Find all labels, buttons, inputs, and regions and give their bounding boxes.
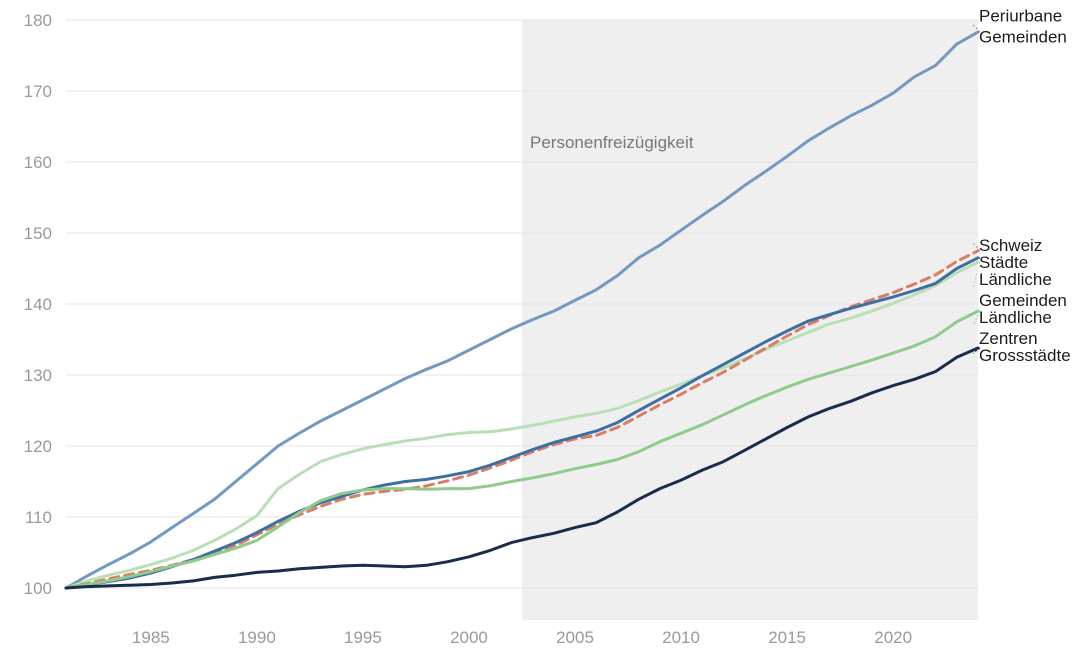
- y-tick-label: 120: [24, 437, 52, 456]
- y-tick-label: 160: [24, 153, 52, 172]
- series-label-periurbane-gemeinden: Periurbane Gemeinden: [979, 7, 1067, 47]
- label-connector-schweiz: [972, 242, 981, 252]
- gridlines: [66, 19, 978, 589]
- x-tick-label: 1990: [238, 628, 276, 647]
- series-label-laendliche-gemeinden: Ländliche Gemeinden: [979, 270, 1067, 310]
- x-tick-label: 2015: [768, 628, 806, 647]
- y-tick-label: 180: [24, 11, 52, 30]
- label-connector-laendliche-gemeinden: [972, 261, 981, 288]
- series-line-laendliche-gemeinden: [64, 260, 980, 590]
- series-line-periurbane-gemeinden: [64, 30, 980, 590]
- series-label-schweiz: Schweiz: [979, 236, 1042, 255]
- series-label-grossstaedte: Grossstädte: [979, 346, 1071, 365]
- x-tick-label: 1985: [132, 628, 170, 647]
- label-connector-staedte: [972, 257, 981, 261]
- x-tick-label: 2020: [874, 628, 912, 647]
- x-tick-label: 1995: [344, 628, 382, 647]
- label-connector-grossstaedte: [972, 347, 981, 354]
- y-tick-label: 170: [24, 82, 52, 101]
- series-label-laendliche-zentren: Ländliche Zentren: [979, 308, 1052, 348]
- label-connector-periurbane-gemeinden: [972, 24, 981, 33]
- label-connector-laendliche-zentren: [972, 310, 981, 326]
- shaded-period-label: Personenfreizügigkeit: [530, 133, 694, 152]
- series-label-staedte: Städte: [979, 253, 1028, 272]
- y-tick-label: 150: [24, 224, 52, 243]
- x-tick-label: 2000: [450, 628, 488, 647]
- axes: 100 110 120 130 140 150 160 170 180 1985 1990 1995 2…: [24, 11, 912, 647]
- y-tick-label: 130: [24, 366, 52, 385]
- shaded-period-layer: Personenfreizügigkeit: [522, 20, 978, 620]
- series-labels: Periurbane GemeindenSchweizStädteLändlich…: [972, 7, 1071, 365]
- series-line-laendliche-zentren: [64, 309, 980, 590]
- x-tick-label: 2010: [662, 628, 700, 647]
- x-tick-label: 2005: [556, 628, 594, 647]
- y-tick-label: 140: [24, 295, 52, 314]
- y-tick-label: 100: [24, 579, 52, 598]
- series-line-staedte: [64, 256, 980, 590]
- series-lines: [64, 30, 980, 590]
- shaded-period-band: [522, 20, 978, 620]
- series-line-grossstaedte: [64, 346, 980, 590]
- y-tick-label: 110: [25, 508, 52, 527]
